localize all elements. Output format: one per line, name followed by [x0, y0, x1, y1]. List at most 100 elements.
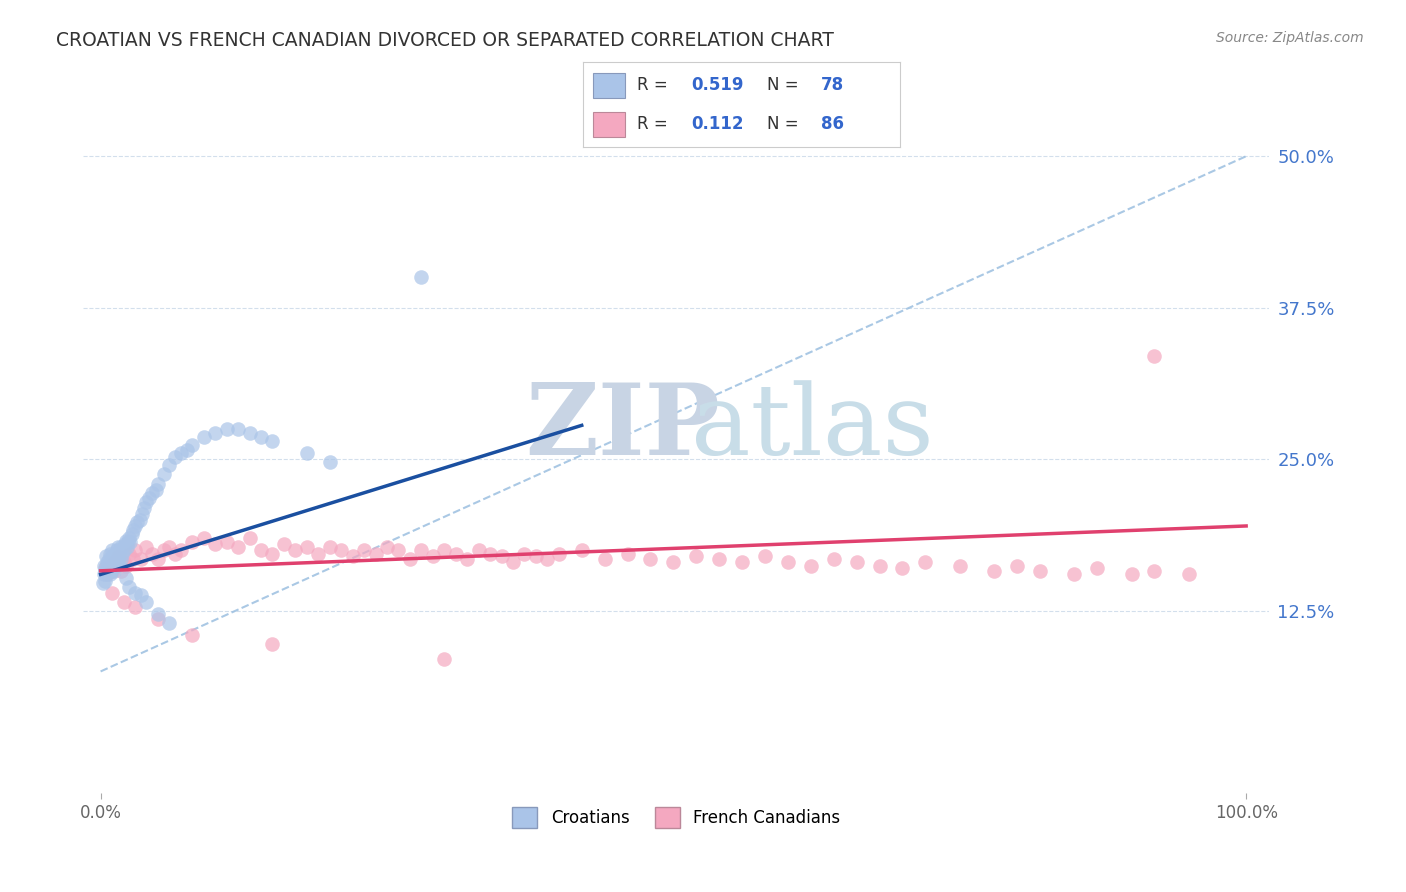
Point [731, 555, 754, 569]
Point [411, 270, 433, 285]
Point [141, 547, 163, 561]
Text: 0.112: 0.112 [692, 115, 744, 133]
Point [524, 549, 547, 564]
Point [110, 564, 132, 578]
Point [709, 551, 731, 566]
Point [284, 543, 307, 558]
Point [456, 551, 478, 566]
Point [97, 551, 120, 566]
Point [105, 555, 128, 569]
Point [685, 549, 707, 564]
Point [121, 523, 143, 537]
Point [176, 442, 198, 457]
Point [111, 547, 134, 561]
Point [138, 491, 160, 505]
Point [114, 558, 136, 573]
Point [145, 483, 167, 497]
Point [353, 543, 375, 558]
Point [157, 615, 180, 630]
Point [103, 558, 125, 572]
Point [124, 585, 146, 599]
Text: Source: ZipAtlas.com: Source: ZipAtlas.com [1216, 31, 1364, 45]
Point [108, 543, 131, 558]
Point [914, 555, 936, 569]
Point [157, 458, 180, 473]
Point [124, 543, 146, 558]
Point [170, 446, 193, 460]
Point [165, 547, 187, 561]
Point [513, 547, 536, 561]
Point [104, 547, 127, 561]
FancyBboxPatch shape [593, 112, 624, 137]
Point [93, 567, 115, 582]
Point [433, 652, 456, 666]
Point [307, 547, 329, 561]
Point [891, 561, 914, 575]
Point [869, 558, 891, 573]
Point [107, 549, 129, 564]
Point [118, 547, 141, 561]
Point [101, 561, 124, 575]
Text: 0.519: 0.519 [692, 76, 744, 94]
Point [262, 434, 284, 449]
Point [536, 551, 558, 566]
Point [146, 612, 169, 626]
Point [96, 558, 118, 573]
Point [319, 455, 342, 469]
Point [118, 531, 141, 545]
Point [146, 607, 169, 622]
Point [101, 585, 124, 599]
Point [93, 558, 115, 573]
Point [94, 574, 117, 588]
Text: N =: N = [768, 76, 804, 94]
Point [115, 540, 138, 554]
Point [124, 600, 146, 615]
Point [399, 551, 422, 566]
Point [776, 555, 799, 569]
Point [1029, 564, 1052, 578]
Point [96, 567, 118, 582]
Point [364, 547, 387, 561]
Point [547, 547, 569, 561]
Point [117, 534, 139, 549]
Point [640, 551, 662, 566]
Point [91, 576, 114, 591]
Point [467, 543, 489, 558]
Point [128, 513, 150, 527]
Point [319, 540, 342, 554]
Point [103, 549, 125, 564]
Point [616, 547, 638, 561]
Point [491, 549, 513, 564]
Point [215, 534, 238, 549]
Text: ZIP: ZIP [526, 379, 720, 476]
Point [100, 564, 122, 578]
Point [273, 537, 295, 551]
Point [110, 540, 132, 554]
Point [754, 549, 776, 564]
Point [98, 567, 121, 582]
Point [121, 527, 143, 541]
Point [98, 558, 121, 573]
Point [226, 422, 249, 436]
Point [101, 564, 124, 578]
Point [108, 546, 131, 560]
Point [1085, 561, 1108, 575]
Point [96, 567, 118, 582]
Point [94, 561, 117, 575]
Point [983, 564, 1005, 578]
Point [103, 553, 125, 567]
Point [108, 558, 131, 572]
Point [157, 540, 180, 554]
Point [226, 540, 249, 554]
Point [114, 533, 136, 548]
Point [100, 554, 122, 568]
Point [96, 564, 118, 578]
Point [422, 549, 444, 564]
Point [135, 595, 157, 609]
Point [845, 555, 868, 569]
Point [98, 547, 121, 561]
Point [112, 543, 135, 558]
Point [152, 467, 174, 481]
Point [121, 551, 143, 566]
Point [131, 507, 153, 521]
